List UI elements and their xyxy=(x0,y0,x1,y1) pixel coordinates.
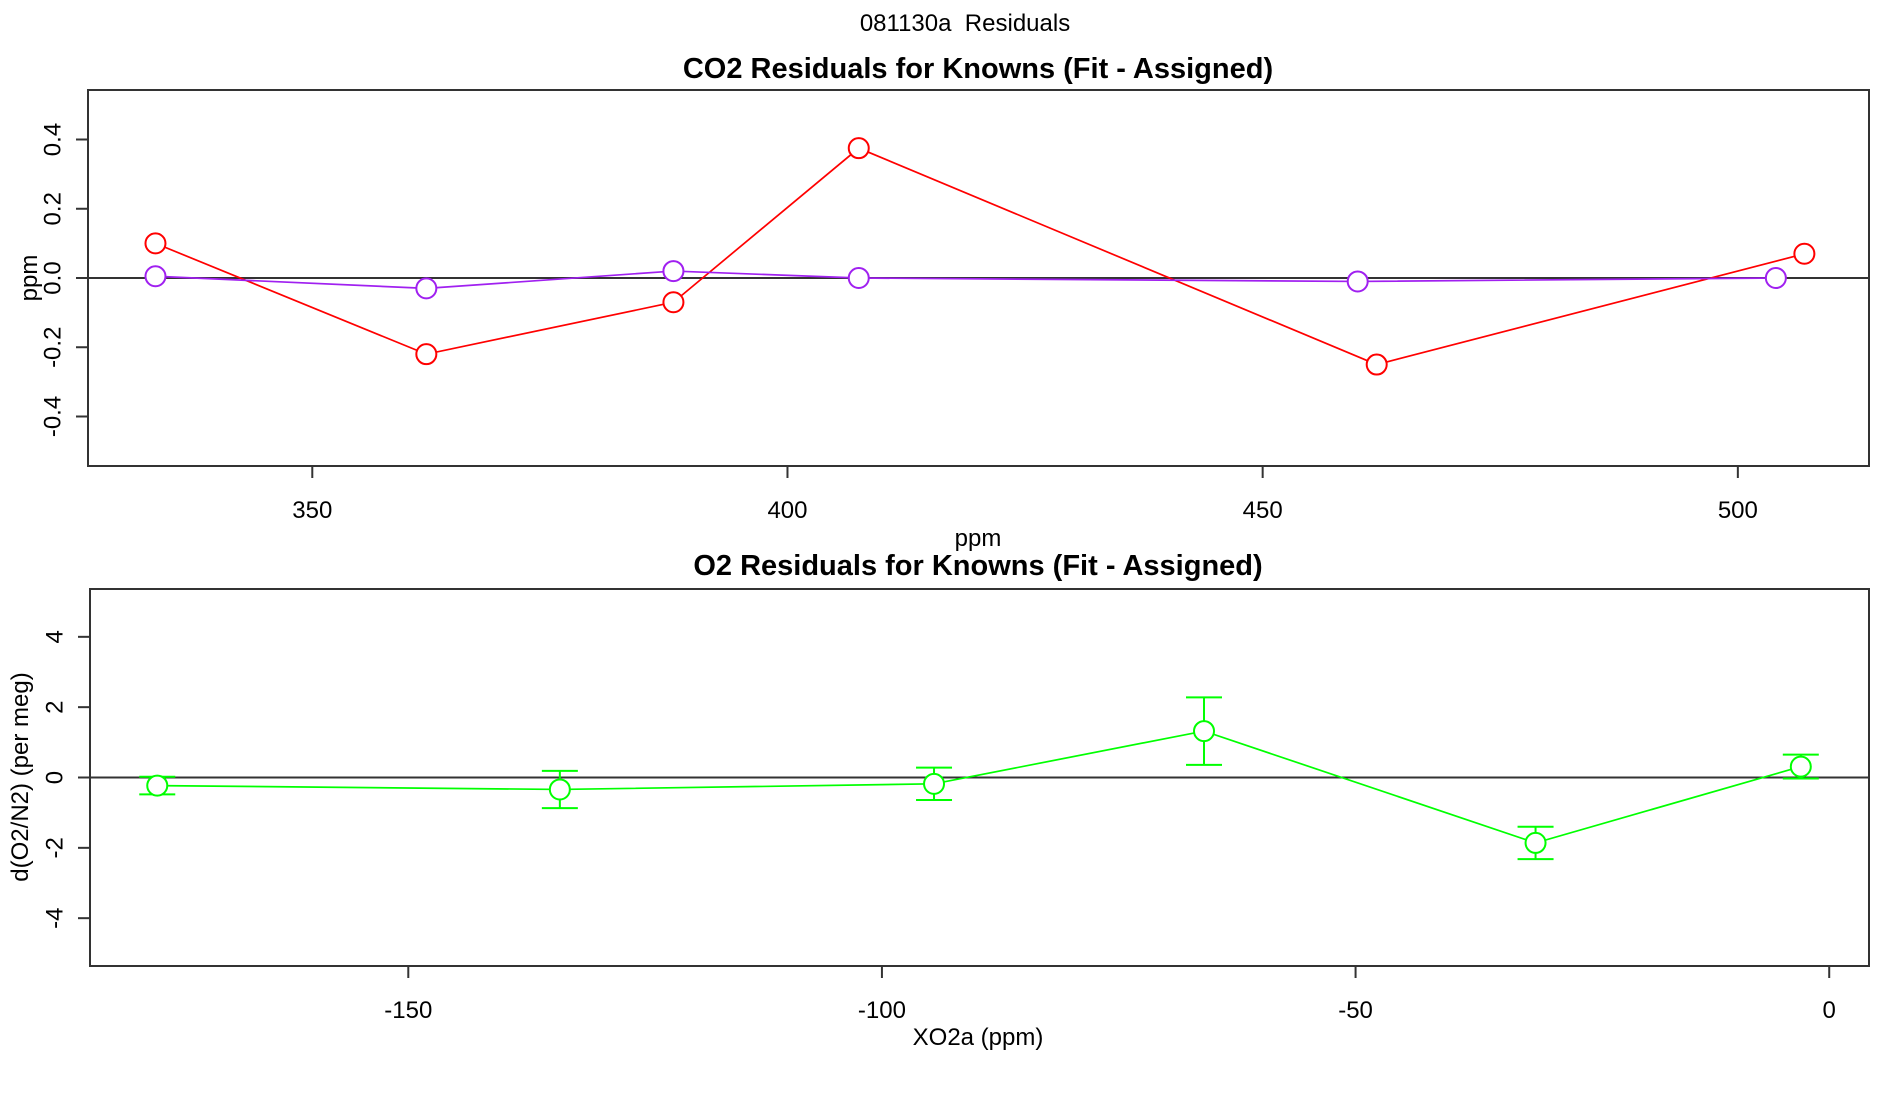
o2-y-tick-label: 4 xyxy=(41,630,68,643)
data-point-marker-co2-residual-purple xyxy=(662,260,685,283)
co2-y-tick-label: 0.2 xyxy=(39,192,66,225)
data-point-marker-co2-residual-red xyxy=(415,343,438,366)
data-point-marker-o2-residual-green xyxy=(923,772,946,795)
co2-y-tick-label: 0.0 xyxy=(39,261,66,294)
co2-y-tick-label: -0.4 xyxy=(39,396,66,437)
o2-x-axis-label: XO2a (ppm) xyxy=(912,1024,1044,1051)
o2-x-tick-label: 0 xyxy=(1823,997,1836,1024)
data-point-marker-co2-residual-purple xyxy=(1346,270,1369,293)
data-point-marker-co2-residual-red xyxy=(1793,242,1816,265)
figure-main-title: 081130a Residuals xyxy=(859,10,1071,37)
series-line-co2-residual-red xyxy=(155,147,1805,366)
data-point-marker-co2-residual-purple xyxy=(1764,267,1787,289)
co2-x-tick-label: 400 xyxy=(767,497,807,524)
series-line-co2-residual-purple xyxy=(155,270,1776,290)
o2-x-tick-label: -100 xyxy=(858,997,906,1024)
o2-y-tick-label: -4 xyxy=(41,907,68,928)
o2-y-tick-label: -2 xyxy=(41,837,68,858)
data-point-marker-co2-residual-red xyxy=(847,137,870,160)
co2-x-tick-label: 350 xyxy=(292,497,332,524)
co2-chart-title: CO2 Residuals for Knowns (Fit - Assigned… xyxy=(682,53,1274,85)
co2-x-tick-label: 450 xyxy=(1243,497,1283,524)
co2-x-tick-label: 500 xyxy=(1718,497,1758,524)
o2-x-tick-label: -150 xyxy=(384,997,432,1024)
data-point-marker-co2-residual-purple xyxy=(415,277,438,300)
co2-x-axis-label: ppm xyxy=(954,525,1002,552)
data-point-marker-o2-residual-green xyxy=(1789,755,1812,778)
data-point-marker-o2-residual-green xyxy=(1193,720,1216,743)
series-line-o2-residual-green xyxy=(157,730,1802,844)
co2-y-axis-label: ppm xyxy=(16,254,43,302)
o2-y-tick-label: 0 xyxy=(41,771,68,784)
o2-y-tick-label: 2 xyxy=(41,700,68,713)
data-point-marker-co2-residual-red xyxy=(1365,353,1388,376)
data-point-marker-co2-residual-purple xyxy=(144,265,167,288)
data-point-marker-co2-residual-purple xyxy=(847,267,870,289)
o2-y-axis-label: d(O2/N2) (per meg) xyxy=(7,672,34,882)
data-point-marker-co2-residual-red xyxy=(144,232,167,255)
co2-y-tick-label: -0.2 xyxy=(39,327,66,368)
data-point-marker-o2-residual-green xyxy=(548,778,571,801)
data-point-marker-o2-residual-green xyxy=(1524,831,1547,854)
o2-chart-title: O2 Residuals for Knowns (Fit - Assigned) xyxy=(693,550,1263,582)
data-point-marker-o2-residual-green xyxy=(146,774,169,797)
co2-y-tick-label: 0.4 xyxy=(39,123,66,156)
data-point-marker-co2-residual-red xyxy=(662,291,685,314)
o2-x-tick-label: -50 xyxy=(1338,997,1373,1024)
